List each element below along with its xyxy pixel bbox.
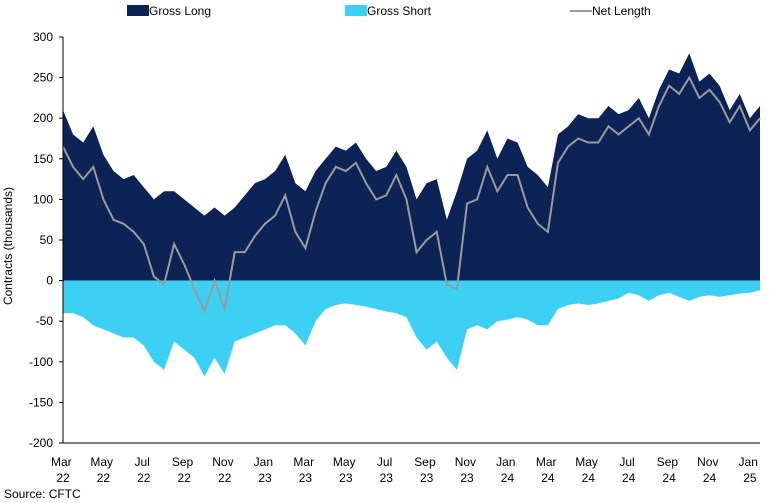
x-tick-label: Jul 24 <box>619 455 638 485</box>
y-tick-label: 250 <box>33 71 53 85</box>
x-tick-label: May 24 <box>575 455 601 485</box>
legend-label: Gross Short <box>367 4 432 18</box>
legend-swatch <box>345 5 367 16</box>
x-tick-label: Sep 24 <box>657 455 682 485</box>
x-tick-label: Mar 24 <box>536 455 560 485</box>
x-tick-label: Jan 24 <box>496 455 519 485</box>
x-tick-label: Sep 22 <box>172 455 197 485</box>
y-tick-label: -100 <box>29 355 53 369</box>
legend-label: Gross Long <box>149 4 211 18</box>
line <box>62 75 761 315</box>
y-tick-label: -200 <box>29 436 53 450</box>
x-tick-label: Jul 22 <box>134 455 153 485</box>
x-tick-label: May 22 <box>90 455 116 485</box>
y-tick-label: -150 <box>29 395 53 409</box>
x-tick-label: Mar 22 <box>51 455 75 485</box>
x-tick-label: Nov 24 <box>697 455 722 485</box>
y-tick-label: 0 <box>46 274 53 288</box>
y-tick-label: 200 <box>33 111 53 125</box>
y-tick-label: 50 <box>40 233 54 247</box>
x-tick-label: Sep 23 <box>414 455 439 485</box>
legend-swatch <box>127 5 149 16</box>
y-tick-label: -50 <box>36 314 54 328</box>
legend-label: Net Length <box>592 4 651 18</box>
x-tick-label: Jan 25 <box>739 455 762 485</box>
y-tick-label: 100 <box>33 192 53 206</box>
x-tick-label: May 23 <box>333 455 359 485</box>
area <box>63 280 760 377</box>
y-tick-label: 300 <box>33 30 53 44</box>
y-tick-label: 150 <box>33 152 53 166</box>
source: Source: CFTC <box>4 487 81 501</box>
y-axis-label: Contracts (thousands) <box>1 187 15 305</box>
x-tick-label: Nov 23 <box>455 455 480 485</box>
x-tick-label: Jan 23 <box>254 455 277 485</box>
x-tick-label: Jul 23 <box>377 455 396 485</box>
x-tick-label: Nov 22 <box>212 455 237 485</box>
x-tick-label: Mar 23 <box>293 455 317 485</box>
area <box>63 53 760 281</box>
